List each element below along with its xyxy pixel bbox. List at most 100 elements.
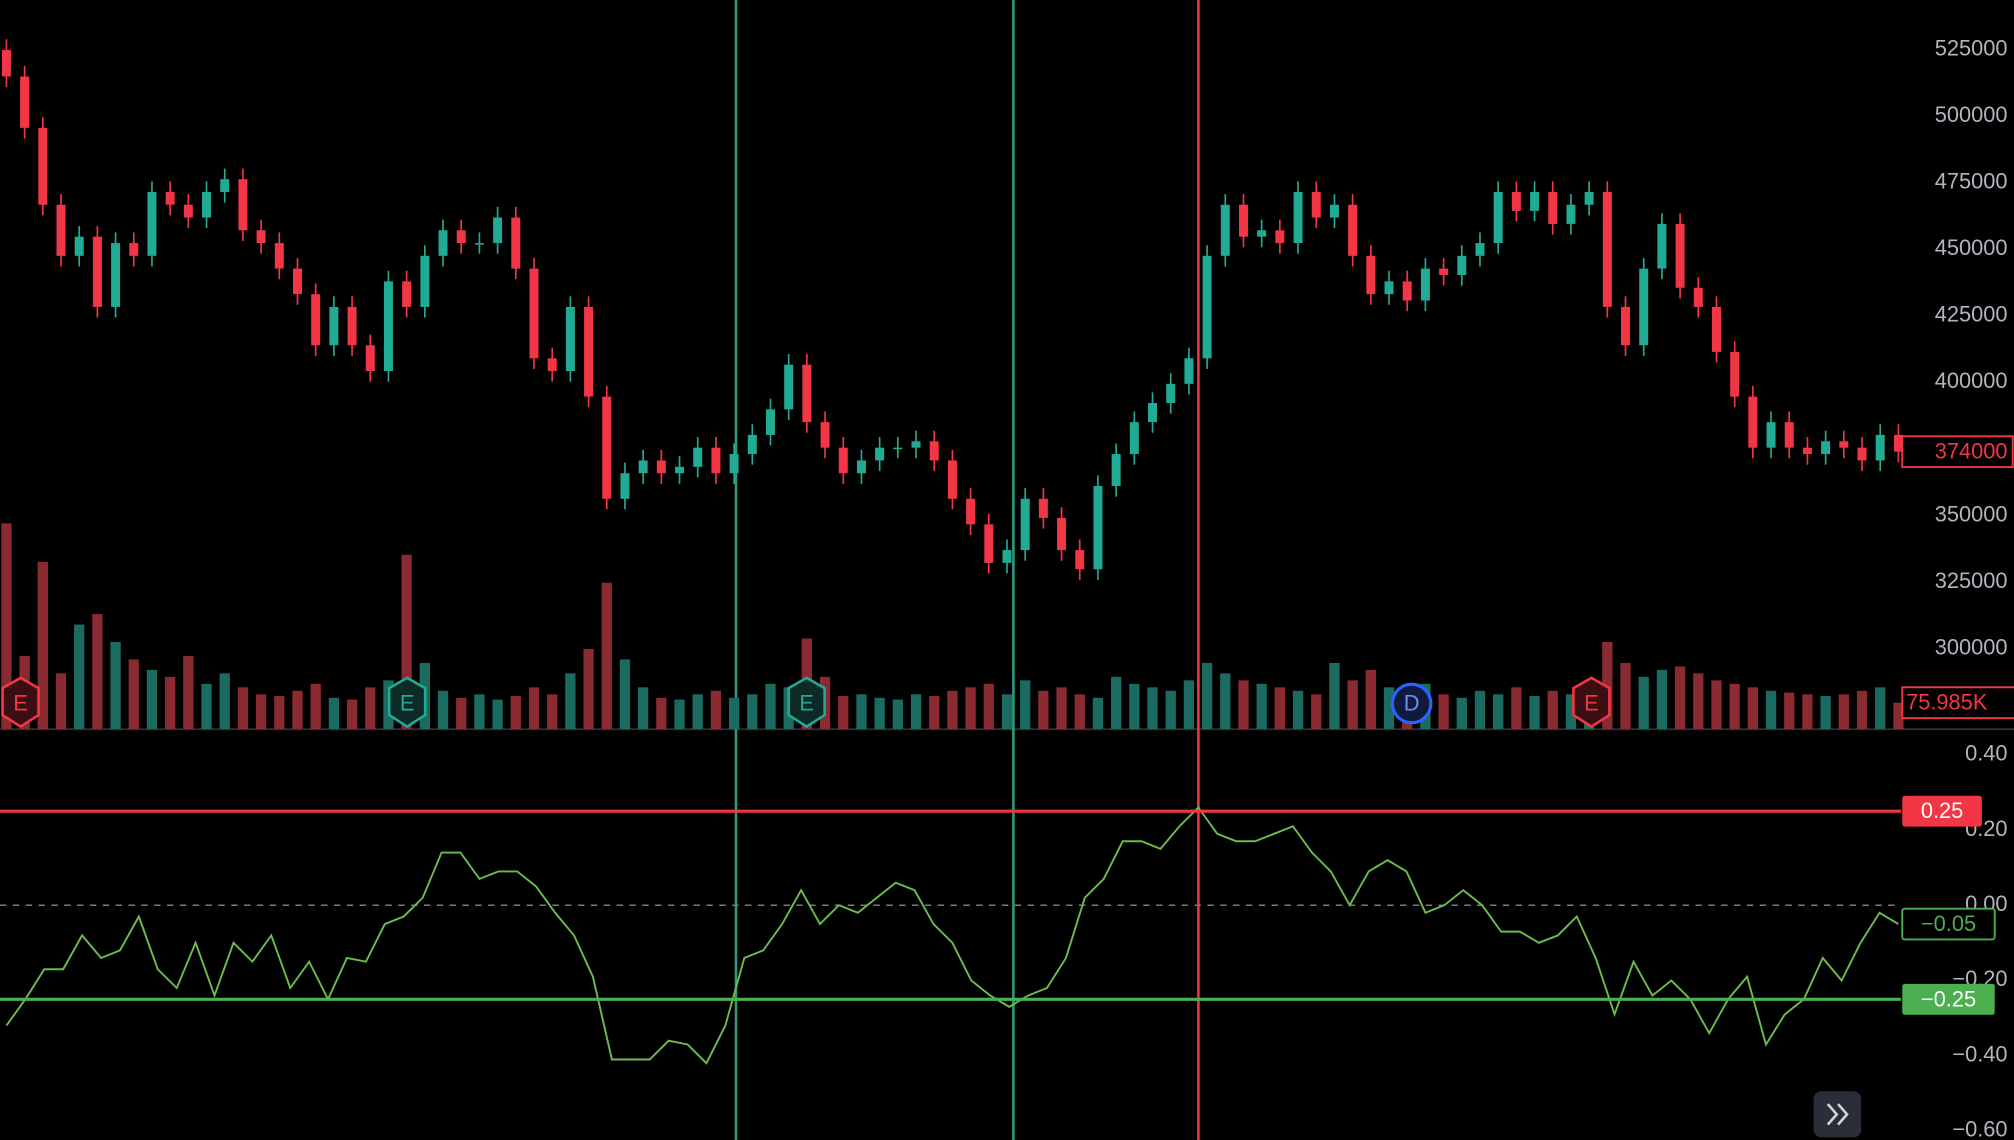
candle-body (20, 76, 30, 128)
candle-body (293, 268, 302, 295)
candle-body (602, 396, 612, 499)
volume-bar (1129, 683, 1140, 730)
candle-body (1457, 255, 1467, 275)
volume-bar (1838, 694, 1849, 730)
volume-bar (929, 696, 940, 730)
volume-bar (1274, 687, 1286, 730)
volume-bar (1765, 690, 1777, 730)
volume-bar (1292, 690, 1304, 730)
scroll-button[interactable] (1813, 1091, 1862, 1138)
candle-body (1129, 422, 1139, 455)
volume-bar (1111, 676, 1122, 730)
candle-body (1166, 383, 1176, 403)
volume-bar (1311, 694, 1322, 730)
volume-bar (1493, 694, 1504, 730)
volume-bar (1674, 666, 1686, 730)
volume-bar (328, 697, 340, 730)
y-tick-label: 325000 (1935, 568, 2008, 593)
candle-body (1548, 191, 1558, 224)
volume-bar (1529, 696, 1540, 730)
volume-bar (1365, 669, 1376, 730)
volume-bar (474, 694, 485, 730)
volume-bar (1511, 687, 1522, 730)
candle-body (711, 447, 721, 474)
volume-bar (1856, 690, 1868, 730)
candle-body (1893, 434, 1903, 452)
candle-body (493, 217, 503, 244)
candle-body (1348, 204, 1358, 256)
candle-body (129, 243, 139, 256)
volume-bar (692, 694, 703, 730)
volume-bar (638, 687, 649, 730)
y-tick-label: −0.40 (1952, 1042, 2007, 1067)
event-badge (1572, 676, 1611, 729)
candle-body (420, 255, 430, 307)
last-value-box (1901, 907, 1996, 941)
volume-bar (1565, 694, 1577, 730)
oscillator-line (5, 806, 1899, 1065)
volume-bar (1547, 690, 1558, 730)
event-label: E (13, 691, 28, 716)
candle-body (675, 466, 685, 474)
y-tick-label: 500000 (1935, 102, 2008, 127)
candle-body (856, 460, 866, 474)
volume-bar (1802, 694, 1813, 730)
volume-bar (201, 683, 212, 730)
volume-bar (1474, 690, 1486, 730)
candle-body (1675, 223, 1685, 288)
volume-bar (1183, 680, 1195, 730)
volume-bar (838, 696, 849, 730)
candle-body (1311, 191, 1321, 218)
volume-bar (365, 687, 376, 730)
volume-bar (1256, 683, 1267, 730)
volume-bar (1038, 690, 1049, 730)
candle-body (456, 230, 466, 244)
candle-body (820, 422, 830, 448)
volume-bar (965, 687, 976, 730)
volume-bar (74, 624, 85, 730)
event-label: E (799, 691, 814, 716)
candle-body (347, 306, 357, 346)
candle-body (256, 230, 266, 244)
candle-body (1875, 434, 1885, 461)
candle-body (1384, 281, 1394, 295)
candle-body (1639, 268, 1649, 346)
candle-body (620, 473, 630, 499)
volume-bar (456, 697, 467, 730)
candle-body (1493, 191, 1503, 244)
candle-body (638, 460, 648, 474)
candle-body (165, 191, 175, 205)
candle-body (1020, 498, 1030, 551)
candle-body (1366, 255, 1376, 295)
candle-body (1566, 204, 1576, 224)
volume-bar (619, 659, 631, 730)
y-tick-label: 525000 (1935, 36, 2008, 61)
candle-body (238, 179, 248, 231)
candle-body (1439, 268, 1449, 275)
volume-bar (1693, 673, 1704, 730)
volume-bar (728, 697, 740, 730)
volume-bar (1329, 662, 1340, 730)
candle-body (747, 434, 757, 455)
candle-body (1621, 306, 1631, 346)
candle-body (329, 306, 339, 346)
volume-bar (1074, 694, 1085, 730)
candle-body (1766, 422, 1776, 448)
volume-bar (510, 696, 521, 730)
volume-bar (765, 683, 776, 730)
candle-body (1, 49, 11, 77)
candle-body (947, 460, 957, 499)
candle-body (365, 345, 375, 372)
candle-body (1075, 550, 1085, 570)
candle-body (511, 217, 521, 269)
candle-body (1148, 402, 1158, 423)
candle-body (1420, 268, 1430, 301)
volume-bar (1201, 662, 1213, 730)
volume-bar (310, 683, 321, 730)
candle-body (147, 191, 157, 256)
candle-body (383, 281, 393, 372)
volume-bar (255, 694, 267, 730)
volume-bar (274, 696, 285, 730)
candle-body (802, 364, 812, 423)
